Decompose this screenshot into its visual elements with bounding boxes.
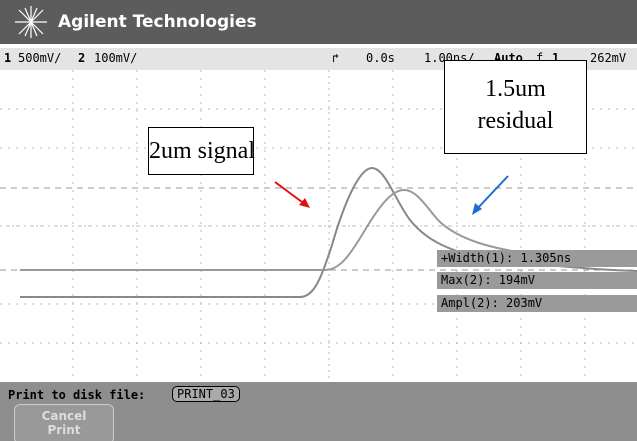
trigger-level: 262mV [590,51,627,65]
red-arrow [274,181,307,206]
residual-line: 1.5um [485,76,546,102]
ch1-marker: 1 [9,285,16,298]
brand: Agilent Technologies [58,12,257,32]
delay: 0.0s [366,51,395,65]
trigger-slope: ƒ [536,51,544,65]
button-line: Cancel [41,409,87,423]
filename-field[interactable]: PRINT_03 [172,386,240,402]
cancel-print-button[interactable]: Cancel Print [14,404,114,441]
ch1-scale: 500mV/ [18,51,62,65]
trigger-channel: 1 [552,51,560,65]
button-line: Print [47,423,81,437]
residual-label: 1.5um residual [444,60,587,154]
blue-arrowhead [472,203,482,215]
residual-line: residual [477,108,554,134]
print-prompt: Print to disk file: [8,388,146,402]
title-bar: Agilent Technologies [0,0,637,44]
ch2-scale: 100mV/ [94,51,138,65]
measurement: +Width(1): 1.305ns [437,250,637,267]
logo [15,6,47,38]
ch1-label: 1 [4,51,12,65]
blue-arrow [475,175,509,211]
signal-label: 2um signal [148,127,255,175]
trigger-icon: ↱ [332,51,340,65]
ch2-marker: 2 [9,257,16,270]
measurement: Max(2): 194mV [437,272,637,289]
red-arrowhead [299,198,310,208]
measurement: Ampl(2): 203mV [437,295,637,312]
ch2-label: 2 [78,51,86,65]
status-bar: 1 500mV/ 2 100mV/ ↱ 0.0s 1.00ns/ Auto ƒ … [0,48,637,70]
